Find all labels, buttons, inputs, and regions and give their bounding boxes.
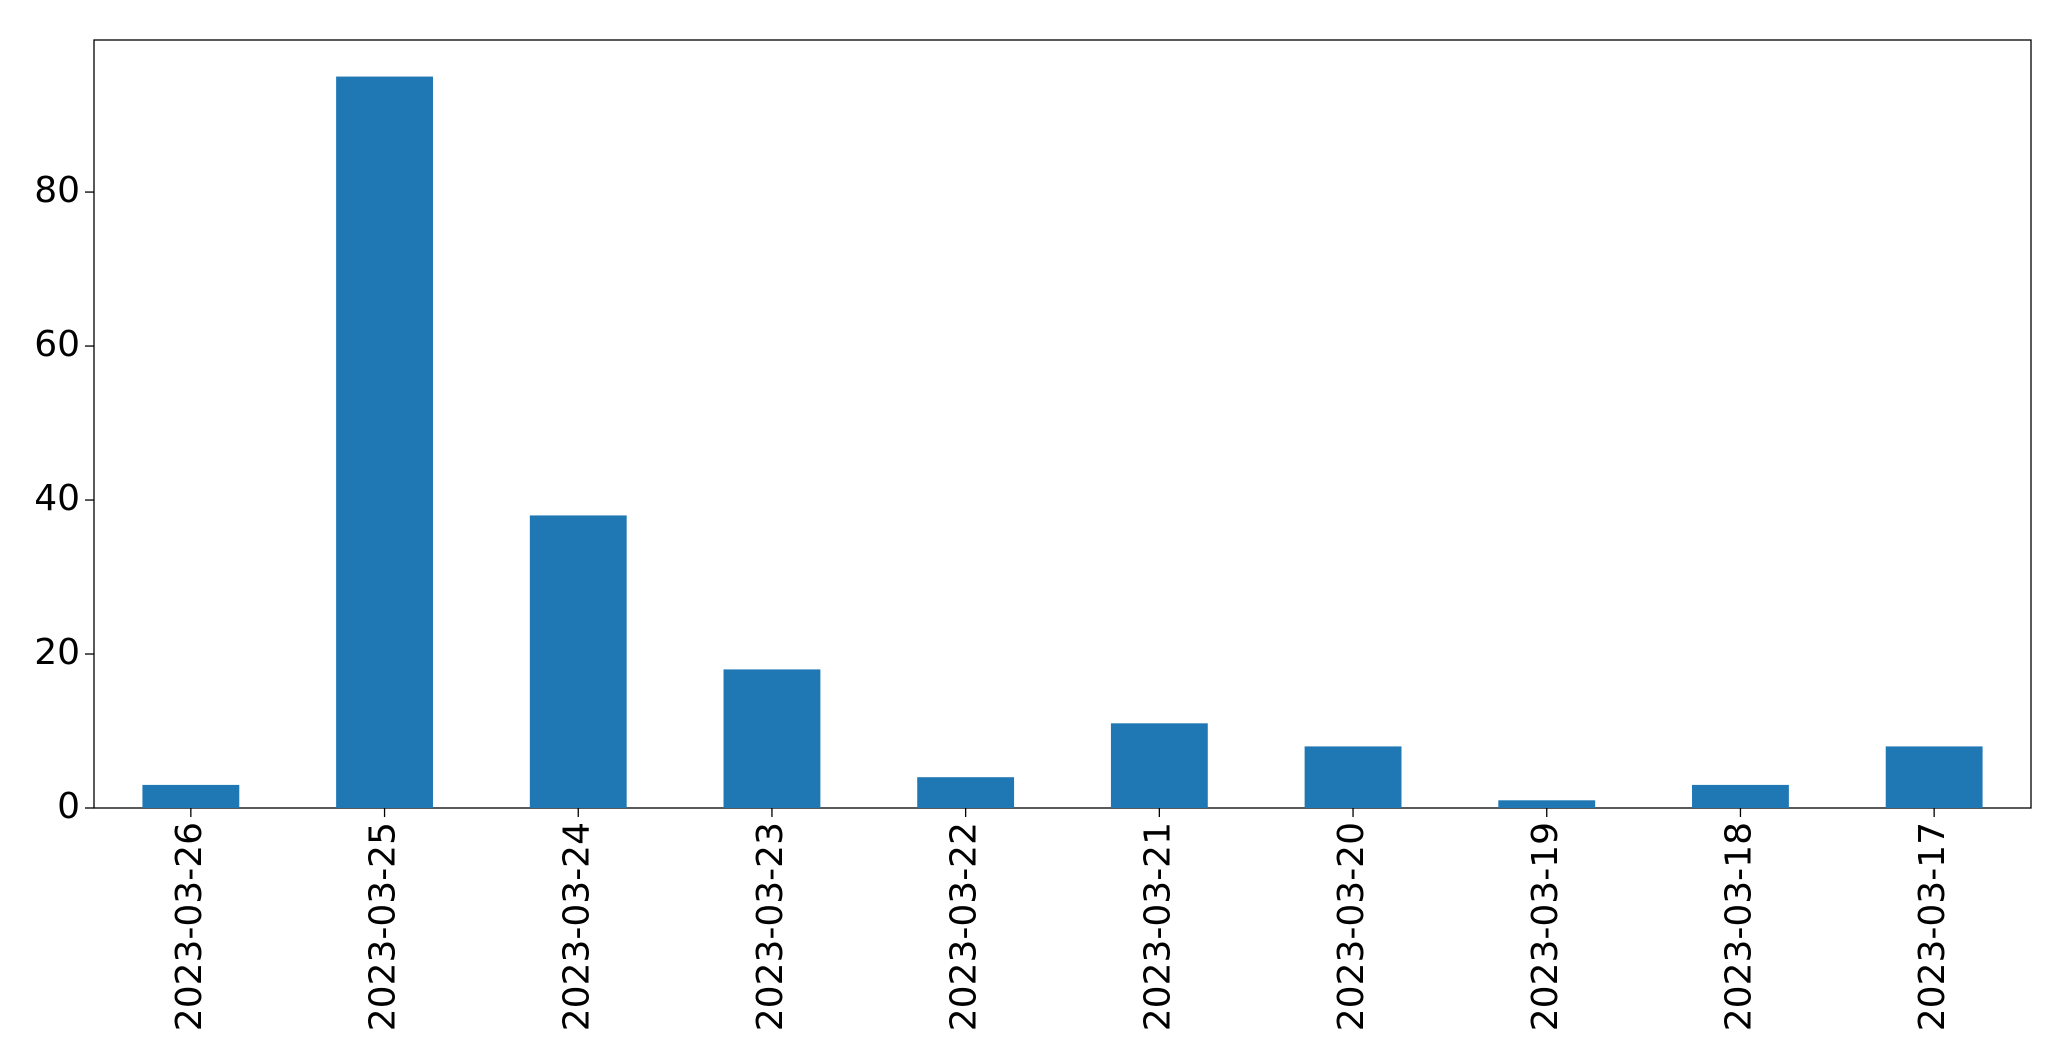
x-tick-label: 2023-03-22	[944, 822, 985, 1031]
x-tick-label: 2023-03-26	[169, 822, 210, 1031]
bar	[142, 784, 240, 808]
bar	[1304, 746, 1402, 808]
y-tick-label: 40	[34, 478, 80, 519]
bar	[1885, 746, 1983, 808]
bar	[1692, 784, 1789, 808]
y-tick-label: 60	[34, 324, 80, 365]
bar	[1110, 723, 1208, 808]
x-tick-label: 2023-03-18	[1718, 822, 1759, 1031]
bar	[1498, 800, 1596, 808]
x-tick-label: 2023-03-25	[363, 822, 404, 1031]
bar	[917, 777, 1015, 808]
bar	[723, 669, 821, 808]
x-tick-label: 2023-03-19	[1525, 822, 1566, 1031]
x-tick-label: 2023-03-24	[556, 822, 597, 1031]
plot-frame	[93, 39, 2032, 809]
x-tick-label: 2023-03-20	[1331, 822, 1372, 1031]
bar	[336, 76, 433, 809]
x-tick-label: 2023-03-23	[750, 822, 791, 1031]
bar	[529, 515, 627, 808]
y-tick-label: 20	[34, 632, 80, 673]
y-tick-label: 80	[34, 170, 80, 211]
y-tick-label: 0	[57, 786, 80, 827]
x-tick-label: 2023-03-17	[1912, 822, 1953, 1031]
x-tick-label: 2023-03-21	[1137, 822, 1178, 1031]
